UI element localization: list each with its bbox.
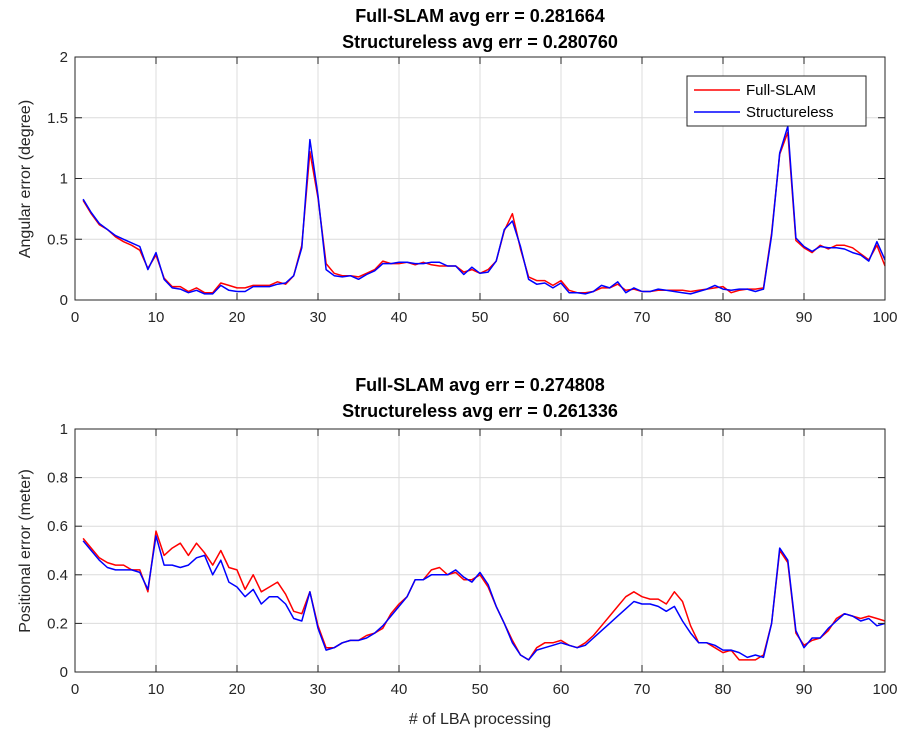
positional-error-chart: Full-SLAM avg err = 0.274808 Structurele… bbox=[17, 375, 898, 728]
x-tick-label: 20 bbox=[229, 681, 246, 698]
y-tick-label: 0.6 bbox=[47, 518, 68, 535]
y-tick-label: 0.2 bbox=[47, 615, 68, 632]
y-axis-label: Angular error (degree) bbox=[17, 100, 34, 258]
legend: Full-SLAM Structureless bbox=[686, 75, 867, 127]
x-tick-label: 50 bbox=[472, 681, 489, 698]
x-tick-label: 40 bbox=[391, 681, 408, 698]
y-tick-label: 0 bbox=[60, 664, 68, 681]
x-tick-label: 0 bbox=[71, 681, 79, 698]
series-line-full-slam bbox=[82, 530, 886, 661]
y-tick-label: 2 bbox=[60, 49, 68, 66]
x-tick-label: 90 bbox=[796, 309, 813, 326]
series-line-structureless bbox=[82, 125, 886, 295]
legend-box bbox=[686, 75, 867, 127]
x-tick-label: 60 bbox=[553, 309, 570, 326]
chart-title-line-1: Full-SLAM avg err = 0.281664 bbox=[355, 6, 605, 26]
x-tick-label: 30 bbox=[310, 309, 327, 326]
x-tick-label: 70 bbox=[634, 309, 651, 326]
y-tick-label: 1 bbox=[60, 171, 68, 188]
y-tick-label: 0.8 bbox=[47, 470, 68, 487]
chart-title-line-2: Structureless avg err = 0.261336 bbox=[342, 401, 618, 421]
y-tick-label: 1 bbox=[60, 421, 68, 438]
x-axis-label: # of LBA processing bbox=[409, 711, 551, 728]
series-line-full-slam bbox=[82, 131, 886, 294]
y-tick-label: 0.5 bbox=[47, 231, 68, 248]
ticks: 0 10 20 30 40 50 60 70 80 90 100 0 0.2 0.4 0.6 0.8 1 bbox=[47, 421, 897, 698]
x-tick-label: 30 bbox=[310, 681, 327, 698]
x-tick-label: 100 bbox=[872, 681, 897, 698]
chart-title-line-2: Structureless avg err = 0.280760 bbox=[342, 32, 618, 52]
x-tick-label: 40 bbox=[391, 309, 408, 326]
x-tick-label: 90 bbox=[796, 681, 813, 698]
y-tick-label: 0.4 bbox=[47, 567, 68, 584]
legend-label-structureless: Structureless bbox=[746, 104, 834, 121]
x-tick-label: 10 bbox=[148, 681, 165, 698]
y-tick-label: 0 bbox=[60, 292, 68, 309]
x-tick-label: 70 bbox=[634, 681, 651, 698]
chart-title-line-1: Full-SLAM avg err = 0.274808 bbox=[355, 375, 605, 395]
x-tick-label: 60 bbox=[553, 681, 570, 698]
y-tick-label: 1.5 bbox=[47, 110, 68, 127]
x-tick-label: 50 bbox=[472, 309, 489, 326]
angular-error-chart: Full-SLAM avg err = 0.281664 Structurele… bbox=[17, 6, 898, 326]
x-tick-label: 100 bbox=[872, 309, 897, 326]
x-tick-label: 80 bbox=[715, 309, 732, 326]
x-tick-label: 0 bbox=[71, 309, 79, 326]
ticks: 0 10 20 30 40 50 60 70 80 90 100 0 0.5 1 1.5 2 bbox=[47, 49, 897, 326]
series-layer bbox=[82, 530, 886, 661]
series-line-structureless bbox=[82, 535, 886, 661]
series-layer bbox=[82, 125, 886, 295]
x-tick-label: 10 bbox=[148, 309, 165, 326]
y-axis-label: Positional error (meter) bbox=[17, 469, 34, 633]
x-tick-label: 80 bbox=[715, 681, 732, 698]
legend-label-full-slam: Full-SLAM bbox=[746, 82, 816, 99]
x-tick-label: 20 bbox=[229, 309, 246, 326]
